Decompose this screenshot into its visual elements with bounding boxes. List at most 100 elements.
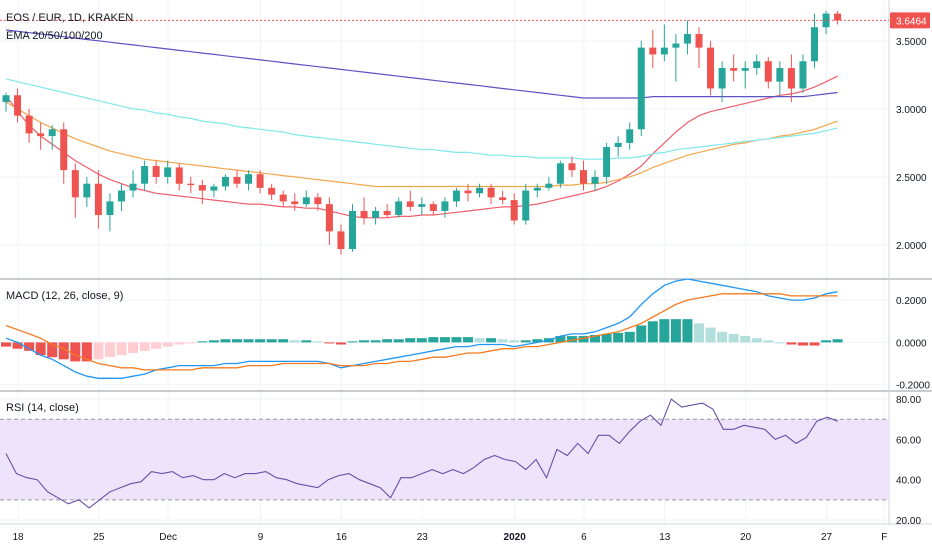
- macd-histogram-bar: [139, 342, 150, 351]
- candle-body: [626, 129, 634, 143]
- candle-body: [799, 61, 807, 89]
- time-tick-label: F: [881, 532, 887, 543]
- rsi-band: [0, 419, 889, 500]
- macd-histogram-bar: [555, 336, 566, 343]
- candle-body: [106, 201, 114, 216]
- macd-histogram-bar: [104, 342, 115, 358]
- macd-histogram-bar: [682, 319, 693, 343]
- 0-tick-label: 3.0000: [896, 105, 927, 116]
- candle-body: [695, 34, 703, 48]
- candle-body: [614, 142, 622, 147]
- macd-histogram-bar: [1, 342, 11, 347]
- macd-histogram-bar: [486, 338, 497, 343]
- macd-histogram-bar: [821, 340, 832, 343]
- macd-histogram-bar: [705, 327, 716, 343]
- macd-histogram-bar: [659, 319, 670, 343]
- macd-histogram-bar: [578, 336, 589, 343]
- candle-body: [256, 174, 264, 188]
- candle-body: [822, 13, 830, 28]
- rsi-line: [5, 398, 838, 509]
- macd-histogram-bar: [232, 339, 242, 343]
- macd-histogram-bar: [243, 339, 254, 343]
- time-tick-label: Dec: [159, 532, 177, 543]
- candle-body: [25, 115, 33, 134]
- candle-body: [221, 176, 229, 187]
- candle-body: [753, 61, 761, 69]
- candle-body: [302, 197, 310, 205]
- candle-body: [649, 47, 657, 55]
- macd-histogram-bar: [670, 319, 681, 343]
- macd-histogram-bar: [128, 342, 139, 353]
- 2-tick-label: 40.00: [896, 476, 921, 487]
- last-price-badge: [890, 12, 930, 29]
- macd-histogram-bar: [278, 339, 289, 343]
- candle-body: [787, 68, 795, 89]
- 0-tick-label: 2.5000: [896, 173, 927, 184]
- macd-histogram-bar: [35, 342, 46, 356]
- macd-histogram-bar: [312, 341, 323, 343]
- candle-body: [556, 163, 564, 184]
- macd-histogram-bar: [162, 342, 173, 347]
- candle-body: [164, 167, 172, 177]
- macd-histogram-bar: [405, 338, 416, 343]
- 1-tick-label: 0.2000: [896, 296, 927, 307]
- macd-histogram-bar: [47, 342, 58, 358]
- macd-histogram-bar: [694, 323, 704, 343]
- candle-body: [71, 170, 79, 198]
- macd-histogram-bar: [451, 337, 462, 343]
- macd-histogram-bar: [763, 340, 774, 343]
- candle-body: [429, 204, 437, 211]
- time-tick-label: 27: [821, 532, 833, 543]
- rsi-line-path: [5, 398, 838, 509]
- candle-body: [210, 186, 218, 191]
- candle-body: [811, 27, 818, 62]
- ema-legend[interactable]: EMA 20/50/100/200: [6, 30, 103, 42]
- macd-legend[interactable]: MACD (12, 26, close, 9): [6, 290, 123, 302]
- candle-body: [337, 231, 345, 250]
- 2-tick-label: 20.00: [896, 516, 921, 527]
- candle-body: [707, 47, 715, 89]
- time-tick-label: 13: [659, 532, 671, 543]
- candle-body: [325, 204, 333, 232]
- ema-line-1: [5, 101, 838, 188]
- candle-body: [533, 187, 541, 191]
- macd-histogram-bar: [797, 342, 808, 346]
- candle-body: [118, 190, 125, 202]
- macd-histogram-bar: [220, 339, 231, 343]
- macd-histogram-bar: [601, 333, 612, 343]
- 1-tick-label: 0.0000: [896, 338, 927, 349]
- symbol-legend[interactable]: EOS / EUR, 1D, KRAKEN: [6, 12, 133, 24]
- 2-tick-label: 60.00: [896, 435, 921, 446]
- candle-body: [83, 183, 91, 198]
- candle-body: [741, 68, 749, 71]
- candle-body: [834, 13, 842, 21]
- candle-body: [487, 187, 495, 198]
- macd-histogram-bar: [647, 321, 658, 343]
- macd-histogram-bar: [717, 331, 728, 343]
- macd-histogram-bar: [197, 341, 208, 343]
- macd-histogram-bar: [463, 337, 473, 343]
- macd-histogram-bar: [70, 342, 81, 362]
- price-axis[interactable]: 2.0000 2.5000 3.0000 3.5000 0.2000 0.0000 -0.2…: [896, 37, 930, 527]
- macd-histogram-bar: [809, 342, 820, 346]
- macd-histogram-bar: [728, 333, 739, 343]
- macd-histogram-bar: [393, 339, 404, 343]
- candle-body: [591, 176, 599, 184]
- 0-tick-label: 3.5000: [896, 37, 927, 48]
- macd-histogram-bar: [832, 339, 843, 343]
- macd-histogram-bar: [566, 336, 577, 343]
- ema-line-3: [5, 29, 838, 99]
- candle-body: [268, 187, 276, 195]
- candle-body: [14, 95, 22, 116]
- candle-body: [48, 129, 56, 137]
- macd-histogram-bar: [428, 337, 439, 343]
- macd-histogram-bar: [740, 336, 751, 343]
- macd-histogram-bar: [12, 342, 23, 349]
- time-axis[interactable]: 18 25 Dec 9 16 23 2020 6 13 20 27 F: [12, 532, 887, 543]
- rsi-legend[interactable]: RSI (14, close): [6, 402, 79, 414]
- macd-histogram-bar: [474, 338, 485, 343]
- candle-body: [349, 210, 356, 250]
- candle-body: [510, 200, 518, 221]
- candle-body: [568, 163, 576, 171]
